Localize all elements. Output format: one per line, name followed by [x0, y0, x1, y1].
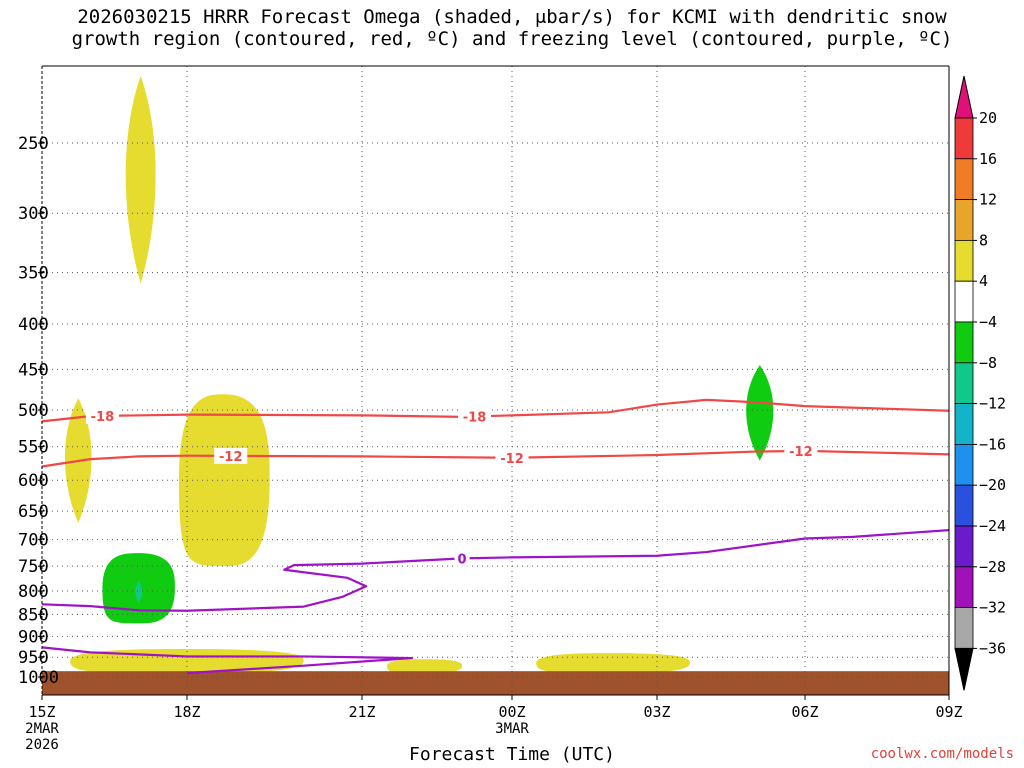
- colorbar-bin-11: [954, 525, 974, 568]
- omega-region-9: [746, 365, 774, 461]
- x-tick-label-03Z: 03Z: [643, 703, 670, 721]
- contour-label-bg-5: [784, 442, 818, 459]
- chart-title-line1: 2026030215 HRRR Forecast Omega (shaded, …: [77, 6, 947, 28]
- contour-label-4: -12: [500, 452, 524, 467]
- y-tick-label-700: 700: [18, 531, 49, 551]
- contour-label-bg-6: [454, 550, 470, 567]
- colorbar-bin-4: [954, 239, 974, 282]
- colorbar-bin-5: [954, 280, 974, 323]
- plot-frame: [41, 65, 950, 696]
- terrain-layer: [42, 671, 949, 695]
- colorbar: 20 16 12 8 4 −4 −8 −12 −16 −20 −24 −28 −32 −36: [954, 75, 1006, 691]
- contour-label-bg-1: [85, 407, 119, 424]
- colorbar-label-2: 16: [979, 150, 997, 168]
- y-tick-label-900: 900: [18, 627, 49, 647]
- contour-label-5: -12: [789, 445, 813, 460]
- colorbar-label-11: −24: [979, 517, 1006, 535]
- omega-region-3: [178, 394, 270, 567]
- gridlines: [42, 66, 949, 695]
- y-tick-label-850: 850: [18, 605, 49, 625]
- y-tick-label-750: 750: [18, 557, 49, 577]
- y-tick-label-350: 350: [18, 264, 49, 284]
- colorbar-bin-2: [954, 158, 974, 201]
- y-tick-label-650: 650: [18, 502, 49, 522]
- terrain-surface: [42, 671, 949, 695]
- x-tick-label-15Z: 15Z: [28, 703, 55, 721]
- contour-line-2: [41, 449, 950, 468]
- contour-label-2: -18: [463, 410, 487, 425]
- contour-layer: -18 -18 -12 -12 -12 0: [41, 398, 950, 675]
- colorbar-label-4: 8: [979, 231, 988, 249]
- y-tick-label-1000: 1000: [18, 668, 59, 688]
- x-tick-sublabel-15Z-2: 2026: [25, 737, 59, 753]
- colorbar-bin-1: [954, 117, 974, 160]
- colorbar-label-10: −20: [979, 476, 1006, 494]
- contour-label-3: -12: [219, 450, 243, 465]
- colorbar-bin-6: [954, 321, 974, 364]
- contour-label-bg-3: [214, 447, 248, 464]
- contour-label-bg-4: [495, 449, 529, 466]
- colorbar-label-14: −36: [979, 639, 1006, 657]
- y-tick-label-450: 450: [18, 360, 49, 380]
- colorbar-top-arrow: [954, 75, 974, 119]
- chart-title-line2: growth region (contoured, red, ºC) and f…: [71, 28, 953, 50]
- x-axis-title: Forecast Time (UTC): [409, 744, 615, 765]
- x-tick-sublabel-15Z-1: 2MAR: [25, 721, 59, 737]
- contour-line-1: [41, 398, 950, 423]
- colorbar-label-13: −32: [979, 599, 1006, 617]
- contour-label-bg-2: [458, 408, 491, 425]
- x-tick-label-00Z: 00Z: [498, 703, 525, 721]
- colorbar-label-7: −8: [979, 354, 997, 372]
- y-tick-label-250: 250: [18, 134, 49, 154]
- colorbar-bin-9: [954, 443, 974, 486]
- colorbar-bin-3: [954, 199, 974, 241]
- x-tick-sublabel-00Z-1: 3MAR: [495, 721, 529, 737]
- contour-label-6: 0: [457, 552, 466, 567]
- y-tick-label-800: 800: [18, 582, 49, 602]
- omega-shading-layer: [64, 75, 774, 674]
- x-tick-label-09Z: 09Z: [935, 703, 962, 721]
- x-tick-label-06Z: 06Z: [791, 703, 818, 721]
- credit-text: coolwx.com/models: [870, 746, 1014, 762]
- omega-region-5: [387, 659, 462, 674]
- colorbar-label-12: −28: [979, 558, 1006, 576]
- colorbar-bin-8: [954, 403, 974, 445]
- colorbar-label-9: −16: [979, 435, 1006, 453]
- y-tick-label-300: 300: [18, 204, 49, 224]
- colorbar-bin-7: [954, 362, 974, 404]
- omega-region-1: [125, 75, 156, 284]
- y-tick-label-600: 600: [18, 471, 49, 491]
- omega-region-8: [135, 581, 142, 603]
- colorbar-bottom-arrow: [954, 647, 974, 691]
- colorbar-bin-12: [954, 566, 974, 608]
- y-axis: 2503003504004505005506006507007508008509…: [18, 134, 59, 688]
- colorbar-bin-10: [954, 484, 974, 527]
- colorbar-label-5: 4: [979, 272, 988, 290]
- y-tick-label-400: 400: [18, 315, 49, 335]
- y-tick-label-950: 950: [18, 648, 49, 668]
- contour-line-3: [41, 529, 950, 612]
- y-tick-label-550: 550: [18, 438, 49, 458]
- x-tick-label-21Z: 21Z: [348, 703, 375, 721]
- chart-title: 2026030215 HRRR Forecast Omega (shaded, …: [0, 6, 1024, 50]
- omega-region-6: [536, 653, 690, 674]
- colorbar-bin-13: [954, 607, 974, 649]
- contour-line-4: [41, 646, 414, 675]
- colorbar-label-6: −4: [979, 313, 997, 331]
- x-tick-label-18Z: 18Z: [173, 703, 200, 721]
- colorbar-label-3: 12: [979, 191, 997, 209]
- contour-label-1: -18: [91, 410, 115, 425]
- colorbar-label-1: 20: [979, 109, 997, 127]
- y-tick-label-500: 500: [18, 401, 49, 421]
- colorbar-label-8: −12: [979, 395, 1006, 413]
